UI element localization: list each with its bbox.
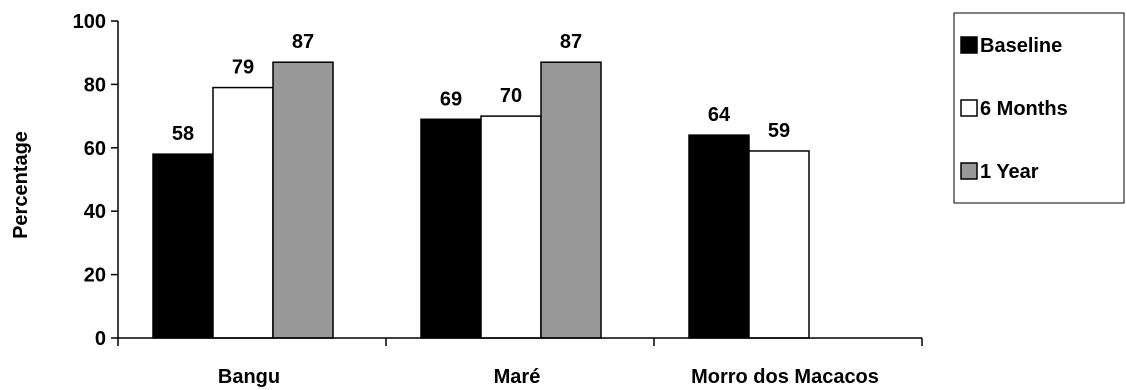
data-label-bangu-1-year: 87: [292, 31, 314, 53]
legend: Baseline 6 Months 1 Year: [953, 12, 1125, 204]
legend-swatch-1-year: [960, 162, 978, 180]
y-tick-label: 0: [95, 328, 106, 350]
legend-label-1-year: 1 Year: [980, 161, 1039, 183]
plot-area: 58 79 87 Bangu 69 70 87 Maré 64 59 Morro dos Macac…: [73, 11, 923, 388]
y-tick-label: 20: [84, 265, 106, 287]
data-label-bangu-baseline: 58: [172, 123, 194, 145]
legend-box: [953, 12, 1125, 204]
category-label: Morro dos Macacos: [691, 366, 879, 388]
bar-morro-dos-macacos-6-months: [748, 150, 810, 339]
legend-swatch-6-months: [960, 99, 978, 117]
y-tick-label: 60: [84, 138, 106, 160]
y-axis-title: Percentage: [10, 131, 32, 239]
data-label-morro-dos-macacos-6-months: 59: [768, 120, 790, 142]
bar-mare-6-months: [480, 115, 542, 339]
category-label: Maré: [494, 366, 541, 388]
bar-bangu-1-year: [272, 61, 334, 339]
data-label-mare-1-year: 87: [560, 31, 582, 53]
legend-swatch-baseline: [960, 36, 978, 54]
bar-mare-baseline: [420, 118, 482, 339]
data-label-mare-baseline: 69: [440, 88, 462, 110]
data-label-morro-dos-macacos-baseline: 64: [708, 104, 731, 126]
legend-label-6-months: 6 Months: [980, 98, 1068, 120]
bar-bangu-baseline: [152, 153, 214, 339]
data-label-mare-6-months: 70: [500, 85, 522, 107]
y-tick-label: 80: [84, 74, 106, 96]
bar-mare-1-year: [540, 61, 602, 339]
legend-label-baseline: Baseline: [980, 35, 1062, 57]
bar-bangu-6-months: [212, 86, 274, 339]
y-tick-label: 40: [84, 201, 106, 223]
y-tick-label: 100: [73, 11, 106, 33]
category-label: Bangu: [218, 366, 280, 388]
bar-morro-dos-macacos-baseline: [688, 134, 750, 339]
data-label-bangu-6-months: 79: [232, 57, 254, 79]
